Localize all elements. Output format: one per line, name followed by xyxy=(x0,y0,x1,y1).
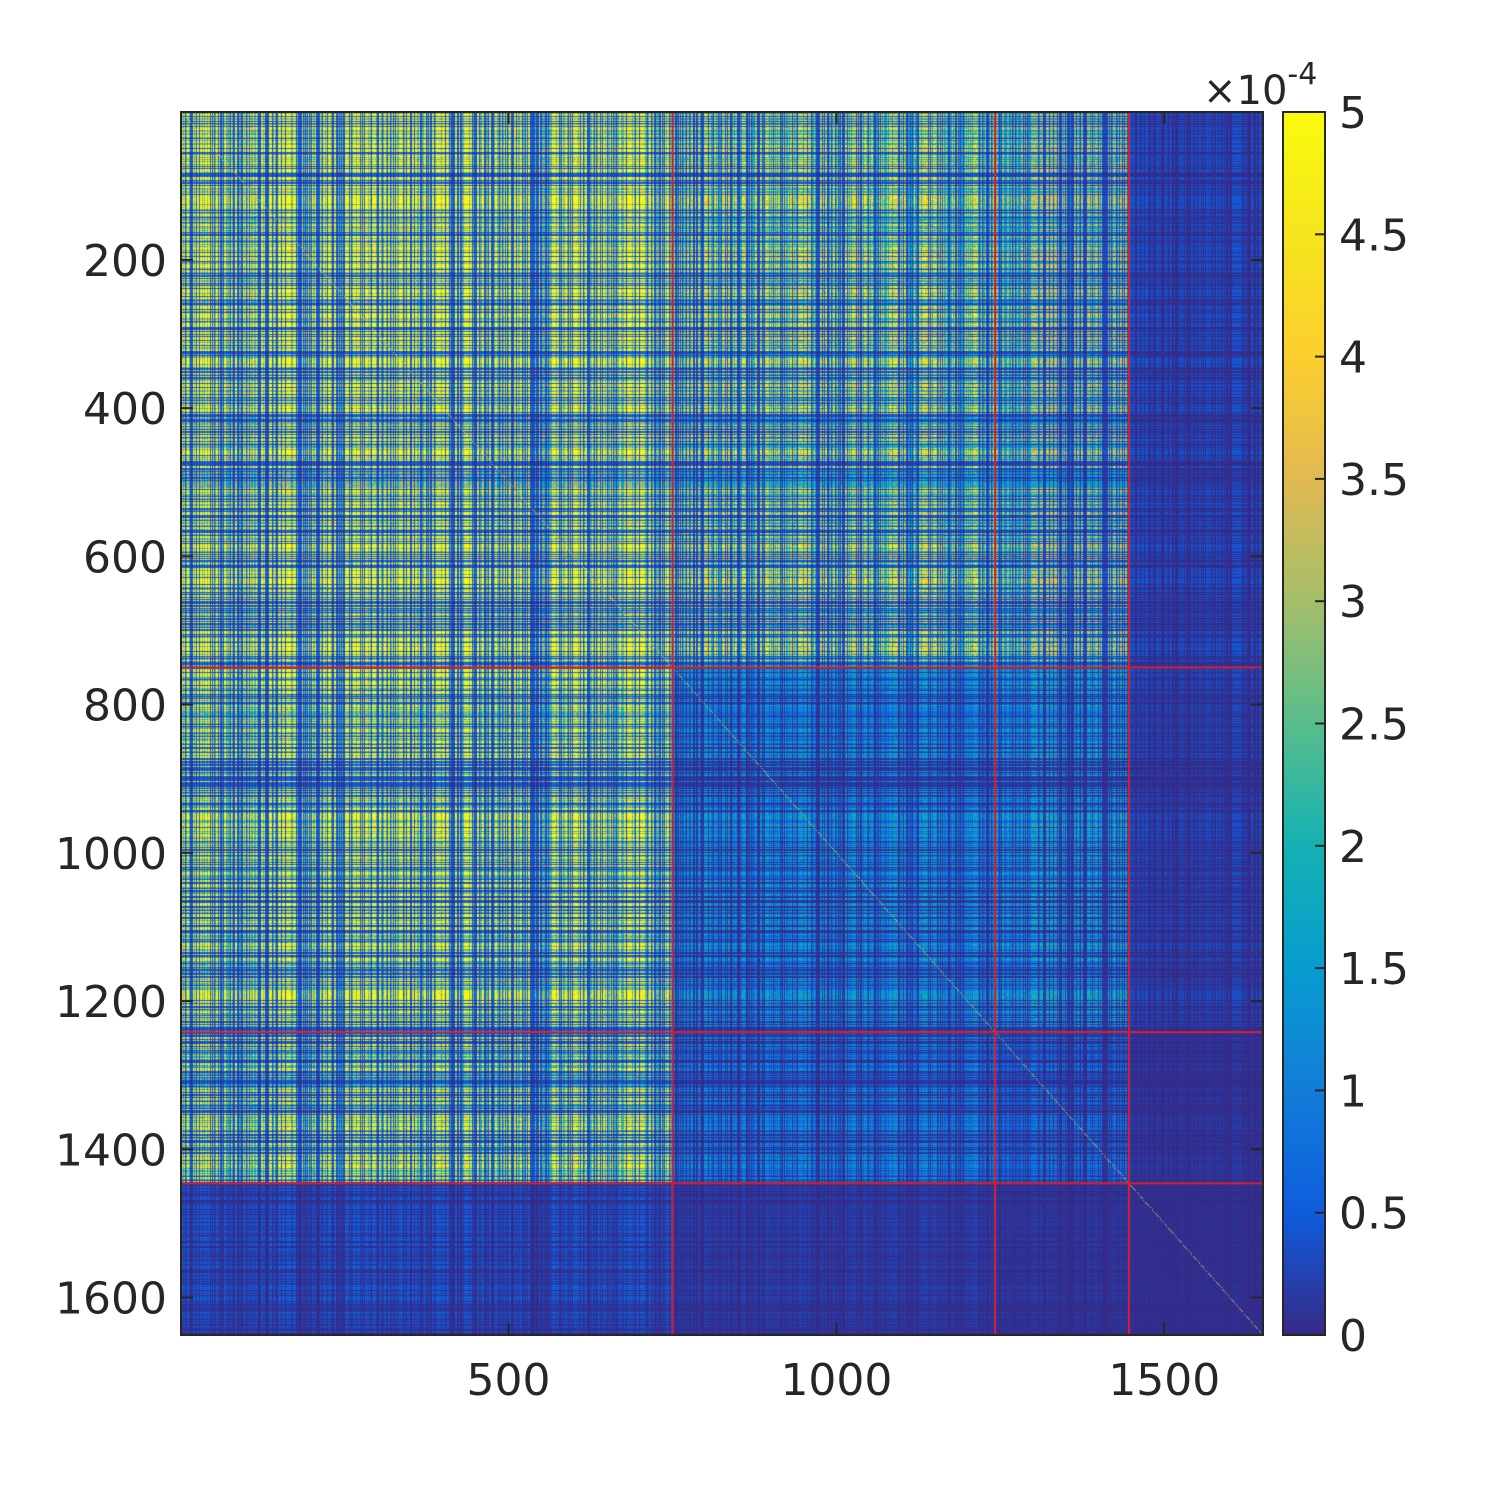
colorbar-exponent-power: -4 xyxy=(1287,57,1317,92)
colorbar-tick-label: 1.5 xyxy=(1339,944,1409,995)
y-tick-label: 1600 xyxy=(55,1274,167,1325)
colorbar-exponent-base: ×10 xyxy=(1203,68,1287,114)
y-axis: 200 400 600 800 1000 1200 1400 1600 xyxy=(55,236,1263,1325)
block-boundary-lines xyxy=(181,112,1263,1335)
y-tick-label: 1400 xyxy=(55,1125,167,1176)
axes-frame xyxy=(180,111,1264,1336)
colorbar-tick-label: 0 xyxy=(1339,1311,1367,1362)
y-tick-label: 400 xyxy=(83,384,167,435)
axes-box xyxy=(180,111,1264,1336)
plot-area xyxy=(181,112,1263,1335)
y-tick-label: 200 xyxy=(83,236,167,287)
colorbar-tick-label: 3 xyxy=(1339,577,1367,628)
colorbar-tick-label: 2.5 xyxy=(1339,700,1409,751)
y-tick-label: 1200 xyxy=(55,977,167,1028)
heatmap-image xyxy=(181,112,1263,1335)
colorbar: 0 0.5 1 1.5 2 2.5 3 3.5 4 4.5 5 ×10-4 xyxy=(1203,57,1409,1362)
colorbar-tick-label: 3.5 xyxy=(1339,455,1409,506)
colorbar-tick-label: 0.5 xyxy=(1339,1189,1409,1240)
x-tick-label: 1000 xyxy=(780,1355,892,1406)
colorbar-tick-label: 4 xyxy=(1339,333,1367,384)
colorbar-tick-label: 4.5 xyxy=(1339,210,1409,261)
colorbar-tick-label: 5 xyxy=(1339,88,1367,139)
y-tick-label: 800 xyxy=(83,681,167,732)
x-axis: 500 1000 1500 xyxy=(467,112,1220,1406)
y-tick-label: 600 xyxy=(83,532,167,583)
colorbar-tick-label: 1 xyxy=(1339,1066,1367,1117)
x-tick-label: 500 xyxy=(467,1355,551,1406)
x-tick-label: 1500 xyxy=(1108,1355,1220,1406)
y-tick-label: 1000 xyxy=(55,829,167,880)
colorbar-tick-label: 2 xyxy=(1339,822,1367,873)
colorbar-exponent-label: ×10-4 xyxy=(1203,57,1317,114)
